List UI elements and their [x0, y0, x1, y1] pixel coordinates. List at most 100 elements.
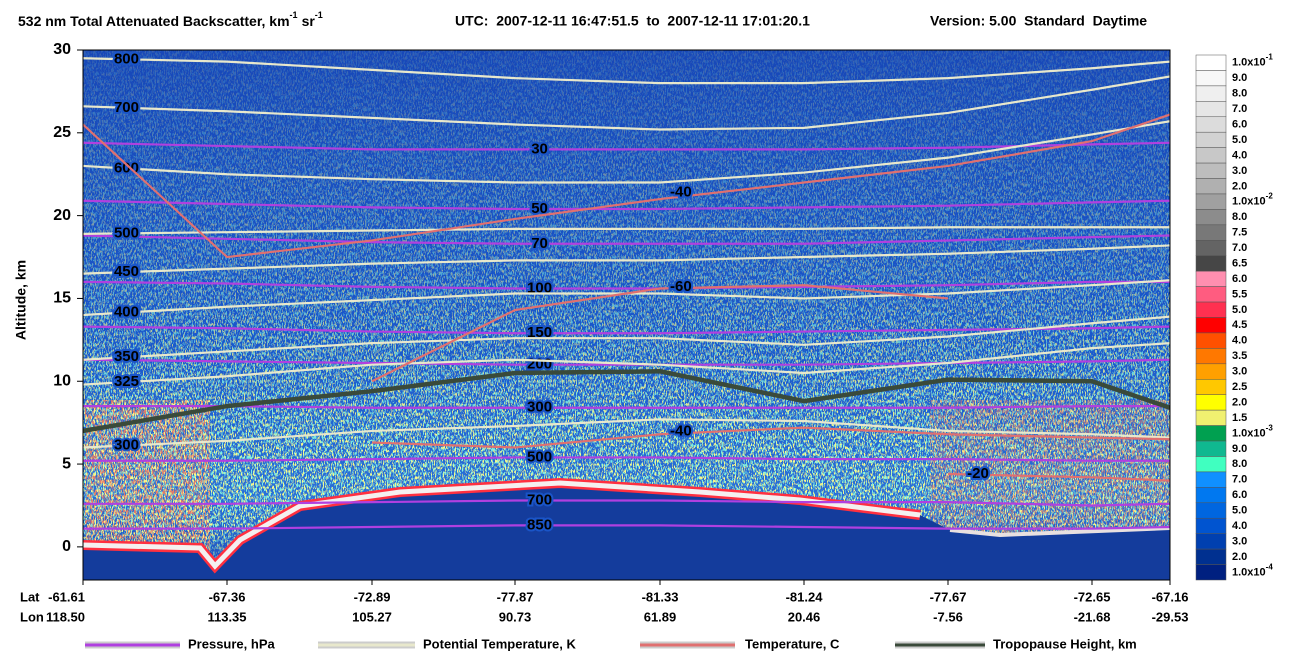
colorbar-label-text: 1.0x10 — [1232, 196, 1266, 208]
colorbar-label-text: 1.0x10 — [1232, 57, 1266, 69]
title-sup: -1 — [315, 10, 323, 20]
x-row-label: Lat — [20, 589, 40, 604]
colorbar-label: 5.5 — [1232, 288, 1247, 300]
y-tick-label: 5 — [62, 455, 71, 472]
colorbar-cell — [1195, 270, 1227, 287]
colorbar-cell — [1195, 440, 1227, 457]
colorbar-label: 5.0 — [1232, 134, 1247, 146]
colorbar-label-text: 7.0 — [1232, 474, 1247, 486]
chart-title: 532 nm Total Attenuated Backscatter, km -… — [18, 10, 323, 28]
colorbar-cell — [1195, 394, 1227, 411]
contour-label: 70 — [531, 235, 548, 252]
colorbar-label-text: 5.5 — [1232, 288, 1247, 300]
colorbar-cell — [1195, 317, 1227, 334]
colorbar-label: 9.0 — [1232, 72, 1247, 84]
surface — [949, 526, 1170, 538]
colorbar-label-text: 5.0 — [1232, 304, 1247, 316]
colorbar-label-text: 7.0 — [1232, 103, 1247, 115]
colorbar-label-text: 4.5 — [1232, 319, 1247, 331]
contour-line — [83, 315, 1170, 361]
contour-line — [947, 472, 1170, 482]
colorbar-label-text: 1.0x10 — [1232, 427, 1266, 439]
colorbar-label: 7.5 — [1232, 226, 1247, 238]
colorbar-cell — [1195, 70, 1227, 87]
contour-line — [371, 426, 1170, 449]
colorbar-label: 2.0 — [1232, 180, 1247, 192]
contour-label: -20 — [967, 465, 989, 482]
colorbar-label-text: 9.0 — [1232, 72, 1247, 84]
colorbar-label-text: 6.0 — [1232, 118, 1247, 130]
contour-line — [83, 524, 1170, 530]
colorbar-cell — [1195, 332, 1227, 349]
contour-line — [83, 418, 1170, 449]
contour-label: 300 — [114, 436, 139, 453]
contour-line — [83, 244, 1170, 275]
colorbar-label: 1.0x10-2 — [1232, 192, 1273, 208]
contour-label: 800 — [114, 50, 139, 67]
colorbar-label: 3.0 — [1232, 365, 1247, 377]
contour-line — [83, 226, 1170, 235]
colorbar-label: 4.5 — [1232, 319, 1247, 331]
contour-line — [371, 284, 949, 383]
colorbar-label: 8.0 — [1232, 88, 1247, 100]
title-text: 532 nm Total Attenuated Backscatter, km — [18, 13, 290, 29]
colorbar-label: 6.5 — [1232, 257, 1247, 269]
contour-label: 850 — [527, 516, 552, 533]
contour-label: 600 — [114, 160, 139, 177]
colorbar-cell — [1195, 101, 1227, 118]
y-tick-label: 10 — [53, 372, 71, 389]
colorbar-cell — [1195, 255, 1227, 272]
colorbar-label: 2.0 — [1232, 396, 1247, 408]
colorbar-label-text: 3.0 — [1232, 535, 1247, 547]
colorbar-label: 1.0x10-3 — [1232, 423, 1273, 439]
colorbar-label-text: 7.5 — [1232, 226, 1247, 238]
colorbar-label: 6.0 — [1232, 273, 1247, 285]
contour-label: 500 — [527, 448, 552, 465]
surface — [83, 480, 921, 570]
contour-label: -40 — [670, 423, 692, 440]
colorbar-label: 2.0 — [1232, 551, 1247, 563]
colorbar-label: 4.0 — [1232, 520, 1247, 532]
colorbar-label-text: 1.5 — [1232, 412, 1247, 424]
colorbar-cell — [1195, 209, 1227, 226]
colorbar-label-text: 3.5 — [1232, 350, 1247, 362]
x-tick-label: -77.67 — [930, 589, 967, 604]
colorbar-cell — [1195, 471, 1227, 488]
colorbar-cell — [1195, 54, 1227, 71]
colorbar-label-text: 2.5 — [1232, 381, 1247, 393]
colorbar-label: 4.0 — [1232, 335, 1247, 347]
x-tick-label: -29.53 — [1152, 609, 1189, 624]
colorbar-label-sup: -3 — [1266, 423, 1274, 432]
y-tick-label: 25 — [53, 124, 71, 141]
colorbar-label-sup: -1 — [1266, 53, 1274, 62]
x-tick-label: 113.35 — [207, 609, 246, 624]
colorbar-label-text: 6.0 — [1232, 273, 1247, 285]
colorbar-label-sup: -2 — [1266, 192, 1274, 201]
colorbar-label-text: 3.0 — [1232, 165, 1247, 177]
contour-label: 30 — [531, 140, 548, 157]
y-axis-label: Altitude, km — [13, 260, 29, 340]
colorbar-label: 7.0 — [1232, 242, 1247, 254]
cloud — [85, 400, 210, 550]
contour-label: 400 — [114, 303, 139, 320]
y-tick-label: 15 — [53, 290, 71, 307]
colorbar-cell — [1195, 533, 1227, 550]
version-label: Version: 5.00 Standard Daytime — [930, 13, 1147, 29]
colorbar-label: 4.0 — [1232, 149, 1247, 161]
colorbar-label-text: 8.0 — [1232, 458, 1247, 470]
contour-label: 500 — [114, 224, 139, 241]
contour-label: 350 — [114, 348, 139, 365]
legend-label: Tropopause Height, km — [993, 636, 1137, 651]
colorbar-label: 5.0 — [1232, 504, 1247, 516]
utc-label: UTC: 2007-12-11 16:47:51.5 to 2007-12-11… — [455, 13, 810, 29]
colorbar-cell — [1195, 456, 1227, 473]
colorbar-label-text: 4.0 — [1232, 149, 1247, 161]
colorbar-label: 6.0 — [1232, 118, 1247, 130]
colorbar-label-text: 2.0 — [1232, 180, 1247, 192]
x-tick-label: -81.24 — [786, 589, 824, 604]
colorbar-label-text: 6.0 — [1232, 489, 1247, 501]
colorbar-label-text: 4.0 — [1232, 520, 1247, 532]
colorbar-label: 1.0x10-4 — [1232, 562, 1273, 578]
contour-label: -40 — [670, 183, 692, 200]
colorbar-label: 3.5 — [1232, 350, 1247, 362]
